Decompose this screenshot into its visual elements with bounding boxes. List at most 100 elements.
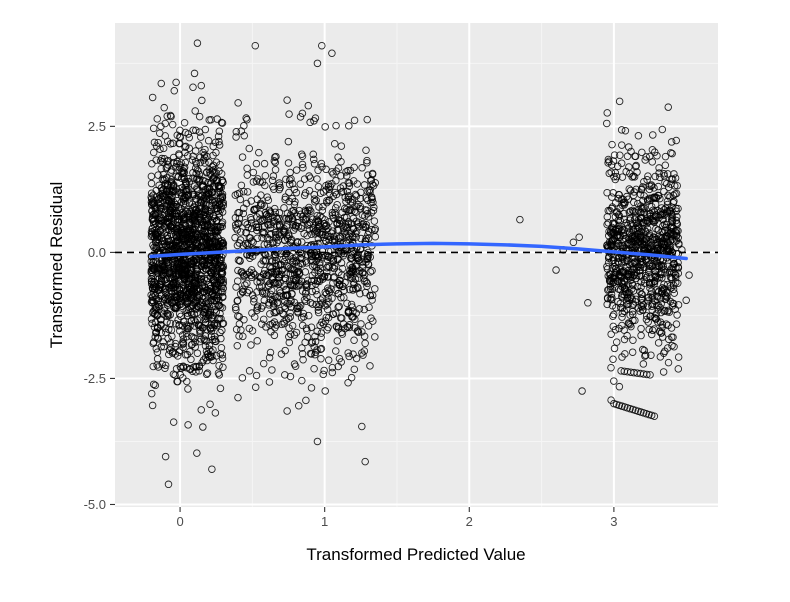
data-point [266,348,275,357]
data-point [266,290,275,299]
data-point [167,195,175,203]
data-point [324,356,333,364]
data-point [637,213,645,221]
data-point [275,179,284,187]
data-point [255,148,263,157]
data-point [343,187,351,196]
data-point [294,267,302,276]
data-point [345,122,353,130]
data-point [620,201,629,209]
data-point [204,136,213,145]
data-point [195,170,204,179]
data-point [685,271,693,279]
data-point [636,190,645,199]
data-point [234,266,242,275]
data-point [627,270,636,279]
data-point [158,154,166,163]
data-point [344,308,353,316]
data-point [217,253,226,261]
data-point [166,208,174,217]
data-point [218,218,227,226]
data-point [298,376,306,385]
data-point [257,217,266,225]
data-point [211,258,220,266]
data-point [162,174,171,182]
data-point [322,237,330,245]
data-point [294,267,303,275]
data-point [629,265,637,274]
data-point [358,422,366,431]
data-point [247,273,256,282]
data-point [244,223,252,232]
data-point [347,373,356,382]
data-point [218,263,227,272]
data-point [552,266,560,274]
data-point [300,313,308,321]
data-point [368,291,377,300]
data-point [181,143,189,151]
data-point [301,189,310,197]
data-point [183,324,191,333]
data-point [675,239,683,248]
data-point [352,233,360,241]
data-point [357,320,365,328]
data-point [315,229,323,237]
data-point [345,352,353,361]
data-point [192,281,200,290]
data-point [609,157,618,165]
data-point [214,292,223,301]
data-point [191,194,200,203]
data-point [584,299,592,307]
data-point [575,233,583,242]
data-point [664,103,672,111]
data-point [578,387,586,395]
data-point [288,179,297,188]
data-point [611,264,620,273]
data-point [648,145,657,154]
data-point [674,301,683,309]
data-point [290,298,299,307]
data-point [271,217,279,225]
data-point [191,107,199,115]
data-point [658,125,667,134]
data-point [311,348,320,356]
data-point [671,237,679,246]
data-point [351,275,360,283]
data-point [337,271,346,279]
data-point [622,167,630,176]
data-point [191,233,200,241]
data-point [610,377,618,385]
data-point [653,151,661,160]
data-point [569,238,578,247]
data-point [274,273,283,282]
data-point [355,274,363,282]
data-point [195,362,204,370]
data-point [257,191,265,199]
data-point [197,232,205,241]
data-point [641,352,649,360]
data-point [208,335,217,344]
data-point [282,175,290,184]
data-point [658,234,666,243]
data-point [272,307,281,315]
data-point [303,209,312,217]
data-point [634,216,643,224]
data-point [281,193,290,201]
data-point [358,263,367,272]
data-point [628,348,637,356]
data-point [193,205,201,214]
data-point [648,294,656,302]
data-point [149,124,158,133]
data-point [183,350,192,359]
data-point [289,256,297,265]
data-point [191,271,200,279]
data-point [347,268,355,276]
data-point [331,188,339,197]
data-point [360,347,369,355]
data-point [184,130,192,138]
data-point [344,195,353,204]
data-point [200,256,209,264]
data-point [611,283,619,291]
data-point [179,340,188,348]
data-point [205,116,213,124]
